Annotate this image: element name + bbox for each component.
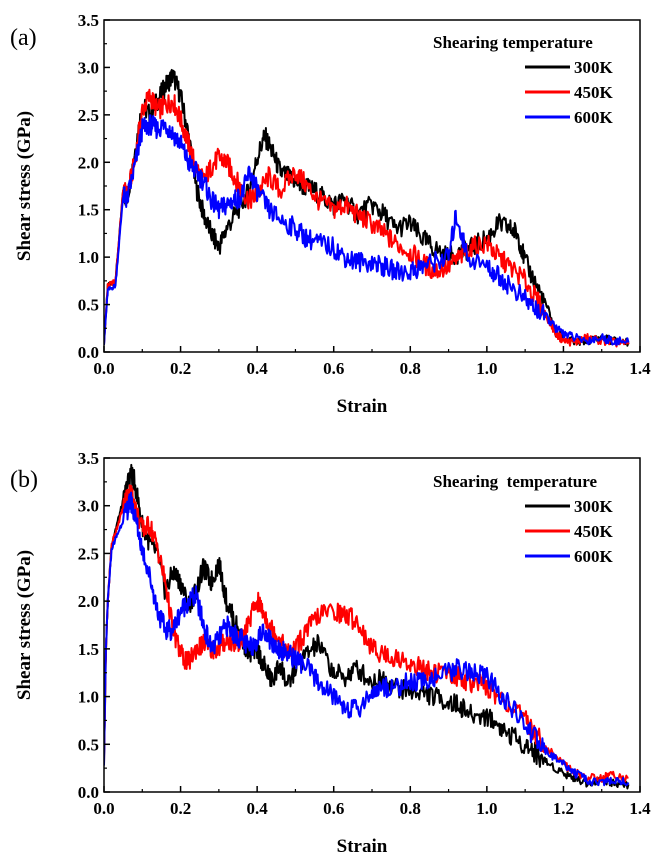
y-tick-label: 0.5	[78, 735, 99, 754]
y-tick-label: 1.5	[78, 640, 99, 659]
x-tick-label: 0.6	[323, 799, 344, 818]
plot-frame	[103, 457, 641, 793]
y-tick-label: 0.0	[78, 783, 99, 802]
y-tick-label: 2.5	[78, 106, 99, 125]
series-line-450k	[104, 88, 630, 348]
legend-label-600k: 600K	[574, 547, 614, 566]
series-line-600k	[104, 114, 630, 346]
x-tick-label: 1.2	[553, 359, 574, 378]
x-tick-label: 0.2	[170, 799, 191, 818]
x-tick-label: 0.8	[400, 359, 421, 378]
panel-label: (a)	[10, 25, 37, 51]
panel-b: 0.0 0.2 0.4 0.6 0.8 1.0 1.2 1.4 0.0 0.5 1.0 1.5 2.0 2…	[10, 449, 651, 857]
legend-title: Shearing temperature	[433, 33, 593, 52]
x-tick-label: 0.0	[93, 799, 114, 818]
legend-label-600k: 600K	[574, 108, 614, 127]
series-line-300k	[104, 463, 630, 790]
x-tick-label: 1.2	[553, 799, 574, 818]
x-axis-label: Strain	[337, 396, 388, 417]
series-line-300k	[104, 68, 630, 347]
panel-a: 0.0 0.2 0.4 0.6 0.8 1.0 1.2 1.4 0.0 0.5 1.0 1.5 2.0 2…	[10, 11, 651, 417]
panel-label: (b)	[10, 467, 38, 493]
y-tick-label: 0.5	[78, 296, 99, 315]
plot-frame	[103, 19, 641, 353]
x-tick-label: 0.0	[93, 359, 114, 378]
y-tick-label: 1.5	[78, 201, 99, 220]
x-tick-label: 0.6	[323, 359, 344, 378]
x-tick-label: 1.0	[476, 799, 497, 818]
x-tick-label: 1.4	[629, 799, 651, 818]
legend-label-300k: 300K	[574, 58, 614, 77]
legend-title: Shearing temperature	[433, 472, 597, 491]
y-tick-label: 2.0	[78, 153, 99, 172]
y-tick-label: 3.0	[78, 497, 99, 516]
x-axis-label: Strain	[337, 836, 388, 857]
x-tick-label: 0.8	[400, 799, 421, 818]
x-tick-label: 0.4	[247, 799, 269, 818]
x-tick-label: 1.0	[476, 359, 497, 378]
y-tick-label: 2.5	[78, 544, 99, 563]
x-tick-label: 0.2	[170, 359, 191, 378]
y-axis-label: Shear stress (GPa)	[14, 111, 35, 261]
x-tick-label: 0.4	[247, 359, 269, 378]
legend-label-300k: 300K	[574, 497, 614, 516]
y-tick-label: 0.0	[78, 343, 99, 362]
legend-label-450k: 450K	[574, 83, 614, 102]
legend-label-450k: 450K	[574, 522, 614, 541]
y-tick-label: 2.0	[78, 592, 99, 611]
series-line-600k	[104, 491, 630, 787]
y-tick-label: 3.0	[78, 58, 99, 77]
x-tick-label: 1.4	[629, 359, 651, 378]
y-tick-label: 1.0	[78, 248, 99, 267]
y-tick-label: 3.5	[78, 449, 99, 468]
y-axis-label: Shear stress (GPa)	[14, 550, 35, 700]
y-tick-label: 3.5	[78, 11, 99, 30]
y-tick-label: 1.0	[78, 688, 99, 707]
